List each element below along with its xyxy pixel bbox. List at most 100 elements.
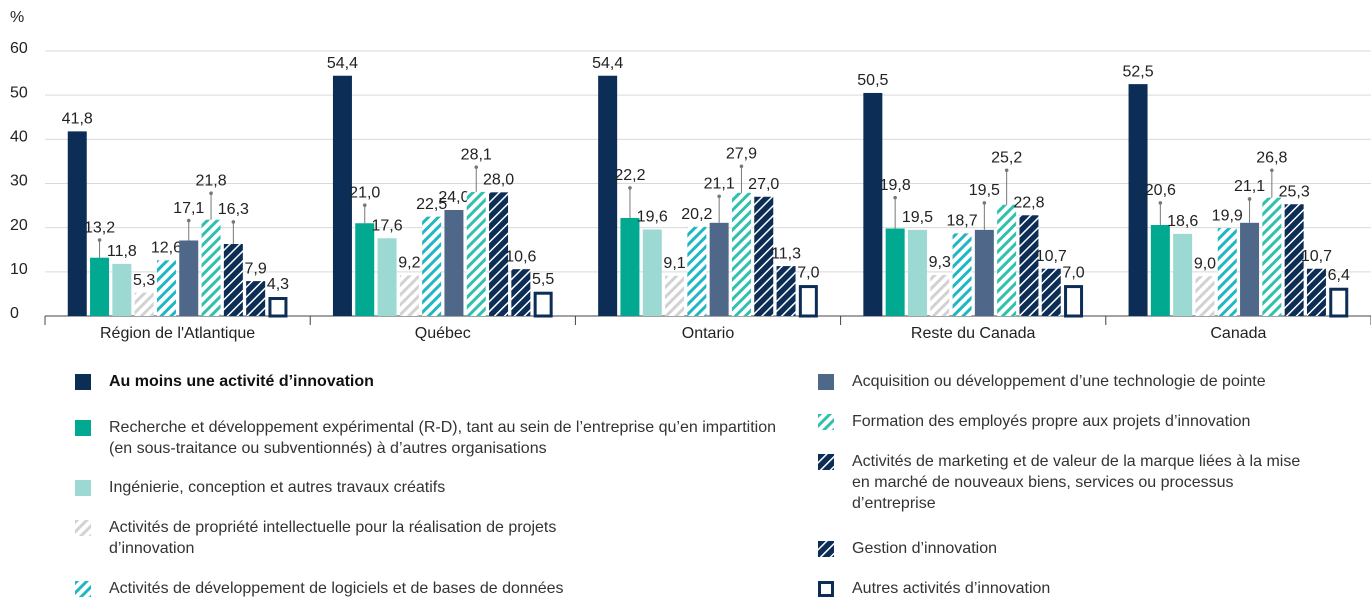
legend-item: Recherche et développement expérimental … <box>75 417 779 459</box>
bar <box>533 291 553 318</box>
value-label: 54,4 <box>327 55 358 72</box>
legend-swatch <box>818 581 834 597</box>
value-label: 7,0 <box>797 264 819 281</box>
value-label: 17,1 <box>173 200 204 217</box>
error-cap <box>717 194 721 199</box>
legend-swatch <box>818 414 834 430</box>
legend-swatch <box>75 420 91 436</box>
value-label: 9,0 <box>1194 255 1216 272</box>
legend-label: Ingénierie, conception et autres travaux… <box>109 479 446 496</box>
value-label: 27,9 <box>726 145 757 162</box>
value-label: 10,6 <box>505 248 536 265</box>
y-tick-label: 0 <box>10 305 19 322</box>
bar <box>466 191 486 316</box>
value-label: 25,3 <box>1279 183 1310 200</box>
legend-item: Gestion d’innovation <box>818 538 997 559</box>
x-tick-label: Ontario <box>682 325 735 342</box>
bar <box>620 217 640 316</box>
bar <box>930 274 950 316</box>
value-label: 4,3 <box>267 276 289 293</box>
value-label: 7,9 <box>245 260 267 277</box>
value-label: 28,1 <box>461 146 492 163</box>
error-cap <box>1004 168 1009 173</box>
value-label: 18,6 <box>1167 213 1198 230</box>
bar <box>377 238 397 316</box>
bar <box>642 229 662 316</box>
bar <box>731 192 751 316</box>
y-tick-label: 40 <box>10 129 28 146</box>
error-cap <box>1247 197 1252 201</box>
value-label: 9,1 <box>663 255 685 272</box>
legend-swatch <box>75 520 91 536</box>
legend-item: Acquisition ou développement d’une techn… <box>818 371 1266 392</box>
value-label: 9,3 <box>929 254 951 271</box>
legend-label: Recherche et développement expérimental … <box>109 419 777 457</box>
value-label: 11,3 <box>771 245 801 262</box>
bar <box>134 292 154 316</box>
bar <box>67 131 87 316</box>
legend-swatch <box>75 581 91 597</box>
value-label: 54,4 <box>592 55 623 72</box>
value-label: 52,5 <box>1122 63 1153 80</box>
value-label: 19,5 <box>969 182 1000 199</box>
value-label: 20,6 <box>1145 182 1176 199</box>
bar <box>156 260 176 316</box>
bar <box>268 297 288 318</box>
error-cap <box>982 201 987 205</box>
bar <box>332 75 352 316</box>
legend-swatch <box>818 541 834 557</box>
bar <box>974 229 994 316</box>
legend-item: Activités de propriété intellectuelle po… <box>75 517 564 559</box>
value-label: 5,5 <box>532 271 554 288</box>
legend-label: Activités de développement de logiciels … <box>109 580 564 597</box>
value-label: 16,3 <box>218 201 249 218</box>
legend-label: Activités de marketing et de valeur de l… <box>852 453 1301 512</box>
bar <box>444 210 464 316</box>
bar <box>776 266 796 316</box>
bar <box>907 229 927 316</box>
bar <box>1064 285 1084 318</box>
legend-label: Activités de propriété intellectuelle po… <box>109 519 557 557</box>
x-tick-label: Canada <box>1210 325 1266 342</box>
value-label: 26,8 <box>1256 149 1287 166</box>
bar <box>246 281 266 316</box>
value-label: 7,0 <box>1062 264 1084 281</box>
bar <box>598 75 618 316</box>
legend-item: Au moins une activité d’innovation <box>75 371 374 392</box>
value-label: 19,6 <box>637 209 668 226</box>
value-label: 12,6 <box>151 240 182 257</box>
legend-label: Formation des employés propre aux projet… <box>852 413 1251 430</box>
value-label: 22,5 <box>416 196 447 213</box>
value-label: 28,0 <box>483 172 514 189</box>
value-label: 41,8 <box>62 111 93 128</box>
legend-label: Acquisition ou développement d’une techn… <box>852 373 1266 390</box>
error-cap <box>209 191 213 196</box>
bar <box>952 233 972 316</box>
value-label: 21,8 <box>195 172 226 189</box>
error-cap <box>474 165 479 169</box>
bar <box>754 196 774 316</box>
value-label: 19,9 <box>1212 207 1243 224</box>
bar <box>489 192 509 316</box>
bar <box>112 263 132 316</box>
value-label: 22,2 <box>614 167 645 184</box>
legend-item: Formation des employés propre aux projet… <box>818 411 1250 432</box>
value-label: 18,7 <box>946 213 977 230</box>
bar <box>223 244 243 316</box>
value-label: 27,0 <box>748 176 779 193</box>
bar <box>90 257 110 316</box>
bar <box>1284 204 1304 316</box>
value-label: 6,4 <box>1328 267 1350 284</box>
value-label: 21,1 <box>704 176 735 193</box>
value-label: 5,3 <box>133 272 155 289</box>
bar <box>665 275 685 316</box>
y-tick-label: 30 <box>10 173 28 190</box>
value-label: 10,7 <box>1301 248 1332 265</box>
error-cap <box>231 220 236 224</box>
bar <box>511 269 531 316</box>
error-cap <box>739 164 744 169</box>
bar <box>1329 287 1349 318</box>
bar <box>1173 233 1193 316</box>
value-label: 21,0 <box>349 184 380 201</box>
